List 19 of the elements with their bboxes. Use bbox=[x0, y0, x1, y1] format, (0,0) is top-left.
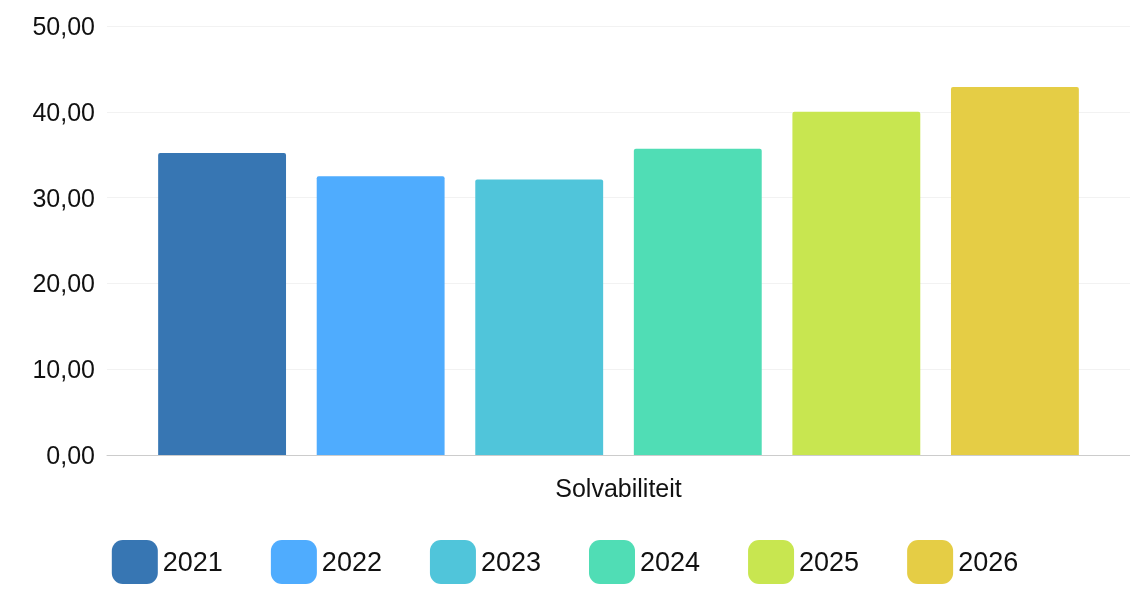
bar bbox=[316, 176, 445, 455]
legend-label: 2025 bbox=[799, 547, 860, 577]
x-tick-label: Solvabiliteit bbox=[555, 473, 682, 502]
y-tick-label: 20,00 bbox=[32, 269, 95, 298]
legend-label: 2023 bbox=[480, 547, 542, 577]
bar bbox=[158, 152, 287, 455]
legend-label: 2024 bbox=[640, 547, 701, 577]
bar bbox=[792, 111, 921, 455]
bar bbox=[633, 148, 762, 455]
legend-label: 2022 bbox=[321, 547, 382, 577]
y-tick-label: 40,00 bbox=[32, 97, 95, 126]
legend-label: 2021 bbox=[162, 547, 223, 577]
bar bbox=[950, 86, 1079, 455]
y-tick-label: 50,00 bbox=[32, 12, 95, 40]
y-tick-label: 0,00 bbox=[46, 441, 95, 469]
y-tick-label: 30,00 bbox=[32, 183, 95, 212]
legend-label: 2026 bbox=[958, 547, 1019, 577]
y-tick-label: 10,00 bbox=[32, 355, 95, 384]
bar bbox=[475, 179, 604, 455]
